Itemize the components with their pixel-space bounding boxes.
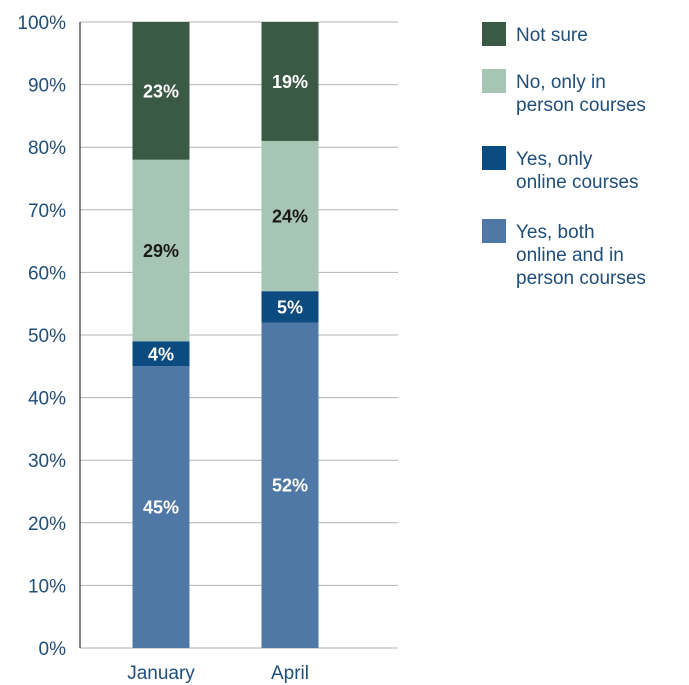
y-axis-ticks: 0% 10% 20% 30% 40% 50% 60% 70% 80% 90% 100%: [17, 13, 66, 660]
y-tick-label: 30%: [28, 451, 66, 472]
legend-label: Not sure: [516, 25, 588, 46]
legend-label: No, only in: [516, 72, 606, 93]
y-tick-label: 50%: [28, 326, 66, 347]
legend-label: person courses: [516, 268, 646, 289]
x-category-label: April: [271, 663, 309, 684]
bar-segment: [132, 22, 190, 160]
y-tick-label: 0%: [39, 639, 67, 660]
data-label: 4%: [148, 344, 174, 364]
legend-swatch: [482, 69, 506, 93]
y-tick-label: 60%: [28, 263, 66, 284]
bar-segment: [261, 22, 319, 141]
gridlines: [79, 21, 398, 649]
y-tick-label: 100%: [17, 13, 66, 34]
legend-label: Yes, only: [516, 149, 593, 170]
bar-segment: [132, 159, 190, 342]
data-label: 5%: [277, 297, 303, 317]
bar-segment: [261, 322, 319, 648]
data-label: 45%: [143, 498, 179, 518]
legend-label: person courses: [516, 95, 646, 116]
legend-label: Yes, both: [516, 222, 595, 243]
y-tick-label: 40%: [28, 389, 66, 410]
data-label: 52%: [272, 476, 308, 496]
data-label: 29%: [143, 241, 179, 261]
legend-label: online and in: [516, 245, 624, 266]
data-label: 24%: [272, 207, 308, 227]
bar-segment: [132, 366, 190, 648]
y-tick-label: 20%: [28, 514, 66, 535]
x-axis-categories: January April: [127, 663, 309, 684]
legend-swatch: [482, 22, 506, 46]
data-labels: 45% 4% 29% 23% 52% 5% 24% 19%: [143, 72, 308, 518]
legend-swatch: [482, 146, 506, 170]
bars: [132, 22, 319, 648]
x-category-label: January: [127, 663, 195, 684]
bar-segment: [261, 291, 319, 323]
y-tick-label: 10%: [28, 576, 66, 597]
bar-segment: [261, 140, 319, 292]
bar-segment: [132, 341, 190, 367]
legend-swatch: [482, 219, 506, 243]
y-tick-label: 80%: [28, 138, 66, 159]
data-label: 23%: [143, 81, 179, 101]
data-label: 19%: [272, 72, 308, 92]
y-tick-label: 70%: [28, 201, 66, 222]
legend-label: online courses: [516, 172, 639, 193]
y-tick-label: 90%: [28, 76, 66, 97]
